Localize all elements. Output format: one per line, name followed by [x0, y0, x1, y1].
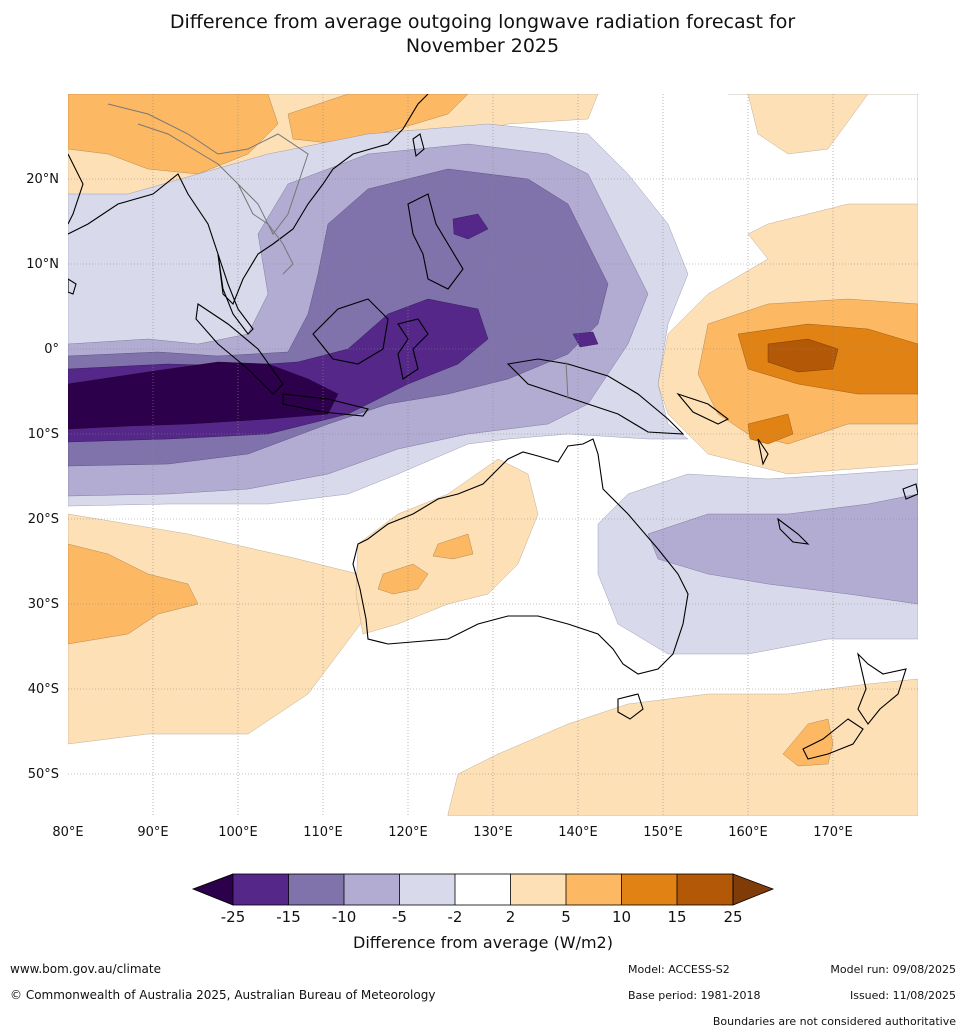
- colorbar-outline: [232, 873, 734, 906]
- colorbar-swatch: [455, 874, 511, 905]
- colorbar-swatch: [399, 874, 455, 905]
- colorbar-tick-label: -5: [392, 908, 407, 926]
- model-run-date: Model run: 09/08/2025: [830, 963, 956, 976]
- colorbar-dividers: [288, 874, 678, 905]
- lon-label: 110°E: [303, 825, 343, 840]
- title-line-1: Difference from average outgoing longwav…: [169, 11, 796, 33]
- lat-label: 10°N: [26, 257, 59, 272]
- map-title: Difference from average outgoing longwav…: [0, 10, 965, 58]
- shade-orange-wa: [377, 563, 429, 595]
- lat-label: 50°S: [28, 767, 59, 782]
- lon-label: 100°E: [218, 825, 258, 840]
- anomaly-field: [68, 94, 918, 816]
- nz-north-island-coastline: [857, 652, 907, 725]
- lat-label: 20°N: [26, 172, 59, 187]
- fiji-coastline: [902, 483, 918, 500]
- taiwan-coastline: [412, 133, 425, 158]
- issued-date: Issued: 11/08/2025: [849, 989, 956, 1002]
- colorbar-swatch: [621, 874, 677, 905]
- india-coastline: [68, 153, 84, 225]
- colorbar-tick-label: -15: [276, 908, 301, 926]
- shade-darkest-purple-indian: [68, 361, 339, 430]
- shade-darkest-orange-pacific: [767, 338, 839, 373]
- lat-label: 20°S: [28, 512, 59, 527]
- lon-label: 120°E: [388, 825, 428, 840]
- colorbar-extend-high: [732, 873, 775, 906]
- colorbar-tick-label: 2: [506, 908, 516, 926]
- colorbar: -25 -15 -10 -5 -2 2 5 10 15 25 Differenc…: [191, 873, 775, 952]
- solomon-coastline: [676, 392, 730, 425]
- colorbar-swatch: [344, 874, 400, 905]
- colorbar-swatch: [566, 874, 622, 905]
- lat-label: 0°: [44, 342, 59, 357]
- colorbar-swatch: [510, 874, 566, 905]
- colorbar-title: Difference from average (W/m2): [353, 933, 613, 952]
- lon-label: 80°E: [52, 825, 83, 840]
- vanuatu-coastline: [757, 438, 769, 466]
- lon-label: 130°E: [473, 825, 513, 840]
- shade-dark-orange-coral: [747, 413, 794, 445]
- title-line-2: November 2025: [405, 35, 560, 57]
- latitude-labels: 20°N 10°N 0° 10°S 20°S 30°S 40°S 50°S: [26, 172, 59, 782]
- lat-label: 30°S: [28, 597, 59, 612]
- base-period: Base period: 1981-2018: [628, 989, 761, 1002]
- forecast-map: [68, 94, 918, 816]
- colorbar-tick-label: 5: [561, 908, 571, 926]
- lat-label: 10°S: [28, 427, 59, 442]
- longitude-labels: 80°E 90°E 100°E 110°E 120°E 130°E 140°E …: [52, 825, 852, 840]
- website-link[interactable]: www.bom.gov.au/climate: [10, 962, 161, 976]
- lat-label: 40°S: [28, 682, 59, 697]
- colorbar-tick-label: -10: [332, 908, 357, 926]
- shade-orange-nz: [782, 718, 834, 767]
- australia-coastline: [352, 438, 689, 675]
- colorbar-swatch: [288, 874, 344, 905]
- indochina-borders: [237, 183, 294, 275]
- asia-mainland-coastline: [68, 94, 429, 305]
- copyright-text: © Commonwealth of Australia 2025, Austra…: [10, 988, 436, 1002]
- lon-label: 160°E: [728, 825, 768, 840]
- model-name: Model: ACCESS-S2: [628, 963, 730, 976]
- java-coastline: [282, 393, 369, 417]
- graticule: [68, 94, 918, 816]
- colorbar-swatch: [233, 874, 289, 905]
- shade-deep-purple-phil: [452, 213, 489, 240]
- colorbar-tick-label: 25: [723, 908, 742, 926]
- boundaries-disclaimer: Boundaries are not considered authoritat…: [712, 1015, 956, 1028]
- new-guinea-coastline: [506, 358, 685, 435]
- colorbar-tick-label: 10: [612, 908, 631, 926]
- asia-borders: [107, 103, 309, 235]
- colorbar-tick-label: 15: [667, 908, 686, 926]
- country-borders: [107, 103, 569, 400]
- philippines-coastline: [407, 193, 464, 290]
- coastlines: [68, 94, 918, 760]
- shade-orange-south-indian: [68, 543, 199, 645]
- tasmania-coastline: [617, 693, 644, 720]
- sumatra-coastline: [195, 303, 284, 395]
- colorbar-tick-label: -2: [448, 908, 463, 926]
- sulawesi-coastline: [397, 318, 429, 380]
- shade-deep-purple-png: [572, 331, 599, 348]
- shade-light-purple-spac: [647, 493, 918, 605]
- lon-label: 170°E: [813, 825, 853, 840]
- shade-orange-china: [287, 94, 469, 145]
- malay-peninsula-coastline: [217, 253, 254, 335]
- nz-south-island-coastline: [802, 718, 864, 760]
- sri-lanka-coastline: [68, 278, 77, 295]
- borneo-coastline: [312, 298, 389, 365]
- colorbar-tick-label: -25: [221, 908, 246, 926]
- lon-label: 90°E: [137, 825, 168, 840]
- lon-label: 150°E: [643, 825, 683, 840]
- new-caledonia-coastline: [777, 517, 810, 545]
- png-border: [565, 361, 569, 400]
- shade-orange-wa-2: [432, 533, 474, 560]
- colorbar-extend-low: [191, 873, 234, 906]
- lon-label: 140°E: [558, 825, 598, 840]
- colorbar-swatch: [677, 874, 733, 905]
